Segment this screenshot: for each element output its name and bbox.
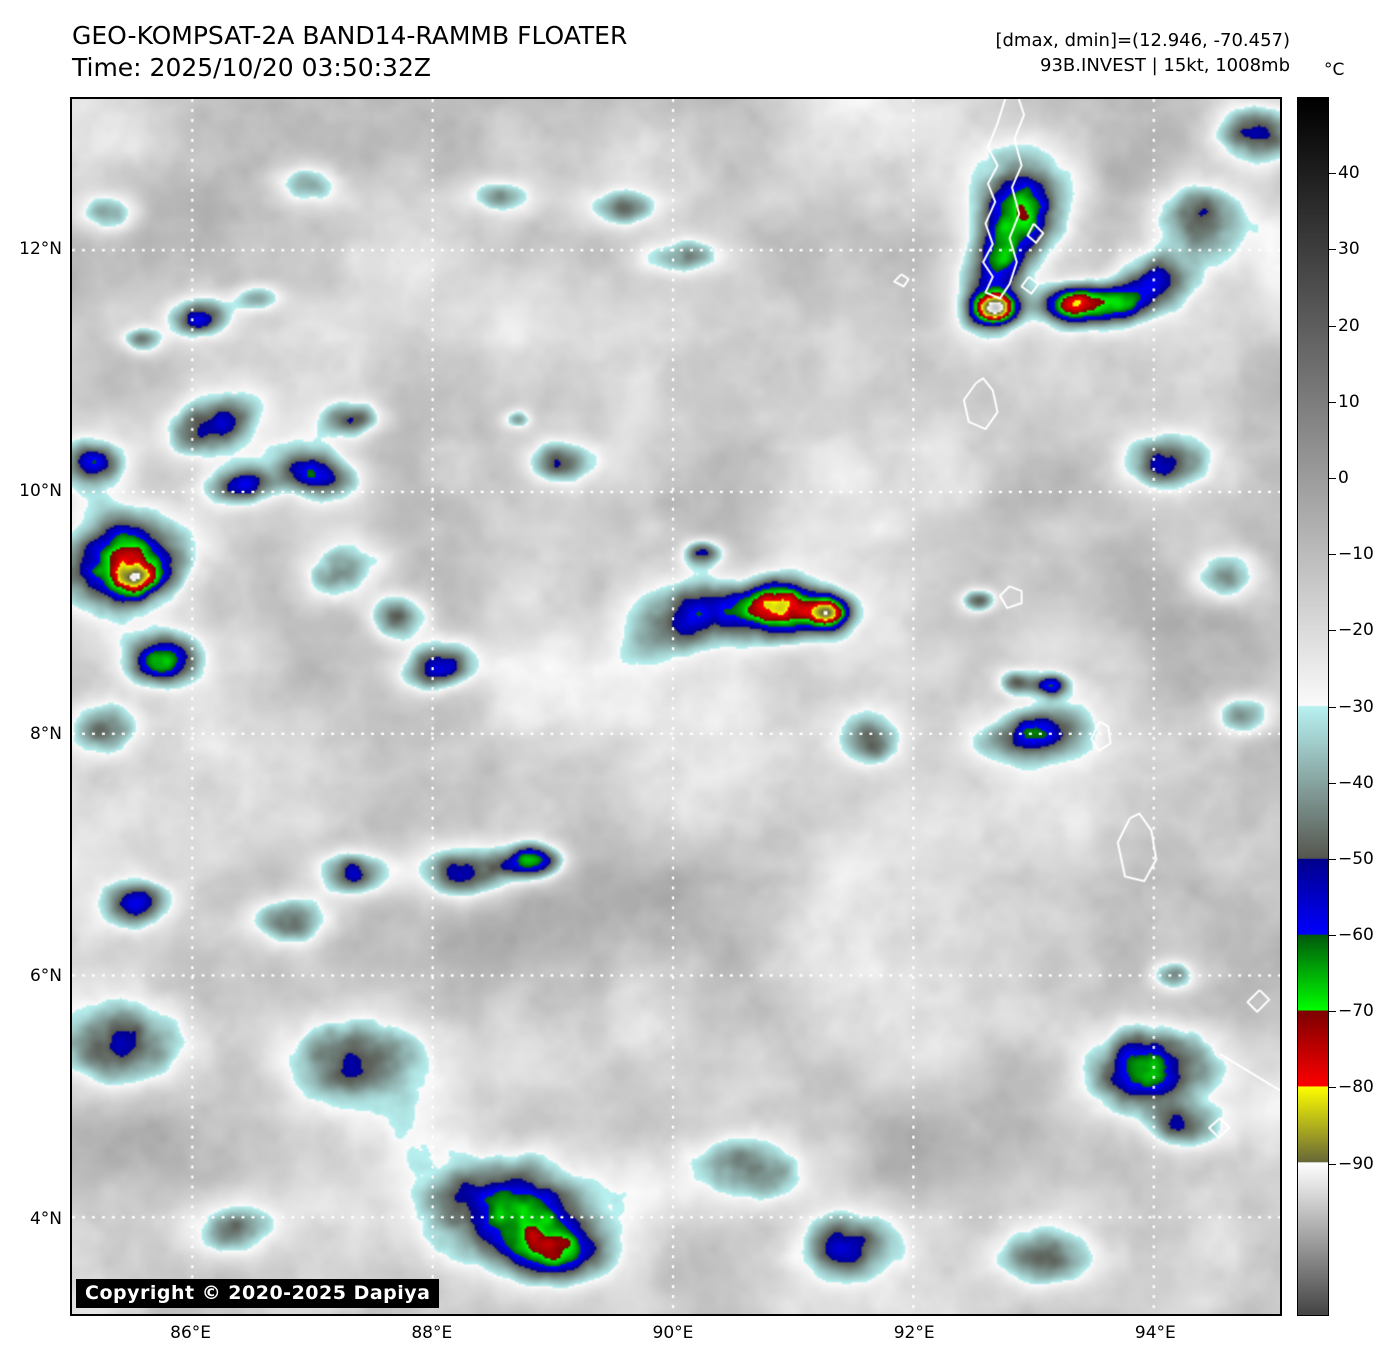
colorbar-tick--70: −70: [1338, 1001, 1374, 1022]
colorbar-tick--60: −60: [1338, 925, 1374, 946]
lon-tick-92°E: 92°E: [893, 1323, 935, 1343]
colorbar-tickmark: [1329, 325, 1336, 327]
colorbar-tickmark: [1329, 249, 1336, 251]
colorbar-tickmark: [1329, 477, 1336, 479]
colorbar-tickmark: [1329, 1011, 1336, 1013]
lon-tick-88°E: 88°E: [411, 1323, 453, 1343]
colorbar-tickmark: [1329, 935, 1336, 937]
colorbar-tick--40: −40: [1338, 772, 1374, 793]
colorbar-tickmark: [1329, 173, 1336, 175]
copyright-watermark: Copyright © 2020-2025 Dapiya: [76, 1279, 440, 1308]
lat-tick-4°N: 4°N: [29, 1208, 62, 1229]
coastline-and-gridline-overlay: [72, 99, 1280, 1314]
lat-tick-8°N: 8°N: [29, 723, 62, 744]
colorbar-tickmark: [1329, 706, 1336, 708]
colorbar-tick--50: −50: [1338, 848, 1374, 869]
colorbar-gradient: [1298, 98, 1328, 1315]
lon-tick-86°E: 86°E: [170, 1323, 212, 1343]
colorbar-tick--80: −80: [1338, 1077, 1374, 1098]
colorbar-tickmark: [1329, 1087, 1336, 1089]
colorbar-tick-40: 40: [1338, 163, 1360, 184]
colorbar-tick-20: 20: [1338, 315, 1360, 336]
colorbar-tickmark: [1329, 554, 1336, 556]
colorbar-tickmark: [1329, 858, 1336, 860]
lon-tick-90°E: 90°E: [652, 1323, 694, 1343]
colorbar-tick-10: 10: [1338, 391, 1360, 412]
colorbar-tickmark: [1329, 1163, 1336, 1165]
title-block: GEO-KOMPSAT-2A BAND14-RAMMB FLOATER Time…: [72, 20, 627, 84]
colorbar-tick--30: −30: [1338, 696, 1374, 717]
page-title: GEO-KOMPSAT-2A BAND14-RAMMB FLOATER: [72, 21, 628, 50]
lat-tick-12°N: 12°N: [19, 238, 62, 259]
colorbar-tick-30: 30: [1338, 239, 1360, 260]
colorbar[interactable]: [1297, 97, 1329, 1316]
storm-info-label: 93B.INVEST | 15kt, 1008mb: [1040, 55, 1290, 76]
colorbar-tickmark: [1329, 401, 1336, 403]
dmax-dmin-label: [dmax, dmin]=(12.946, -70.457): [995, 30, 1290, 51]
latitude-axis-labels: 4°N 6°N 8°N 10°N 12°N: [0, 0, 62, 1359]
lon-tick-94°E: 94°E: [1134, 1323, 1176, 1343]
colorbar-tick--20: −20: [1338, 620, 1374, 641]
colorbar-tickmark: [1329, 630, 1336, 632]
colorbar-unit-label: °C: [1324, 60, 1345, 80]
longitude-axis-labels: 86°E 88°E 90°E 92°E 94°E: [0, 1323, 1390, 1353]
colorbar-tick-0: 0: [1338, 467, 1349, 488]
lat-tick-10°N: 10°N: [19, 481, 62, 502]
lat-tick-6°N: 6°N: [29, 966, 62, 987]
colorbar-tick-labels: 40 30 20 10 0 −10 −20 −30 −40 −50 −60 −70 −80 −90: [1329, 97, 1389, 1316]
colorbar-tick--10: −10: [1338, 544, 1374, 565]
metadata-block: [dmax, dmin]=(12.946, -70.457) 93B.INVES…: [995, 28, 1290, 78]
satellite-image-plot[interactable]: Copyright © 2020-2025 Dapiya: [70, 97, 1282, 1316]
colorbar-tickmark: [1329, 782, 1336, 784]
timestamp-label: Time: 2025/10/20 03:50:32Z: [72, 53, 431, 82]
colorbar-tick--90: −90: [1338, 1153, 1374, 1174]
